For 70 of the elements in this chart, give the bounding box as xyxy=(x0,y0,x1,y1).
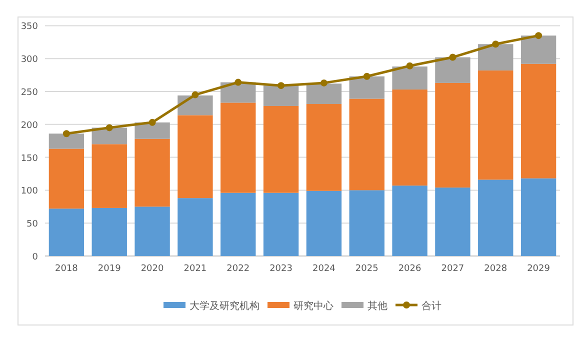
point xyxy=(492,40,500,48)
x-tick-label: 2019 xyxy=(98,264,122,274)
bar xyxy=(520,64,556,178)
bar xyxy=(48,134,84,149)
x-tick-label: 2027 xyxy=(441,264,464,274)
bar xyxy=(263,192,299,256)
point xyxy=(535,32,542,40)
legend-label: 大学及研究机构 xyxy=(190,300,260,312)
bar xyxy=(392,90,428,186)
bar xyxy=(220,102,256,193)
bar xyxy=(306,190,342,256)
bar xyxy=(178,198,213,256)
x-tick-label: 2028 xyxy=(484,264,508,274)
point xyxy=(278,82,285,90)
bar xyxy=(306,104,342,191)
point xyxy=(449,54,456,61)
y-tick-label: 350 xyxy=(20,22,38,32)
point xyxy=(406,62,414,70)
y-tick-label: 50 xyxy=(26,220,38,230)
bar xyxy=(178,95,213,116)
x-tick-label: 2022 xyxy=(226,264,250,274)
bar xyxy=(349,98,384,190)
point xyxy=(363,72,370,80)
bar xyxy=(178,115,213,198)
point xyxy=(320,79,328,86)
x-tick-label: 2029 xyxy=(527,264,550,274)
y-tick-label: 0 xyxy=(32,252,38,262)
y-tick-label: 200 xyxy=(20,120,38,131)
bar xyxy=(435,188,470,256)
point xyxy=(148,118,156,126)
bar xyxy=(134,138,170,207)
x-tick-label: 2018 xyxy=(55,264,78,274)
y-tick-label: 100 xyxy=(20,186,38,197)
bar xyxy=(478,180,514,256)
bar xyxy=(478,70,514,180)
bar xyxy=(92,208,127,256)
bar xyxy=(306,84,342,104)
y-tick-label: 150 xyxy=(20,154,38,164)
y-tick-label: 300 xyxy=(20,55,38,66)
bar xyxy=(349,190,384,256)
bar xyxy=(220,192,256,256)
bar xyxy=(48,208,84,256)
bar xyxy=(48,148,84,209)
bar xyxy=(435,57,470,83)
bar xyxy=(134,206,170,256)
bar xyxy=(263,86,299,106)
y-tick-label: 250 xyxy=(20,88,38,98)
bar xyxy=(392,186,428,256)
bar xyxy=(92,144,127,208)
x-tick-label: 2026 xyxy=(398,264,422,274)
legend-label: 其他 xyxy=(368,300,388,312)
bar xyxy=(520,178,556,256)
bar xyxy=(349,76,384,99)
x-tick-label: 2020 xyxy=(140,264,164,274)
bar xyxy=(392,66,428,90)
point xyxy=(62,130,70,138)
point xyxy=(234,78,242,86)
point xyxy=(106,124,113,132)
x-tick-label: 2025 xyxy=(355,264,378,274)
legend-label: 合计 xyxy=(422,300,442,312)
bar xyxy=(435,82,470,188)
x-tick-label: 2024 xyxy=(312,264,336,274)
bar xyxy=(478,44,514,70)
bar xyxy=(263,106,299,193)
x-tick-label: 2021 xyxy=(184,264,207,274)
bar xyxy=(520,36,556,64)
bar xyxy=(134,122,170,139)
legend-label: 研究中心 xyxy=(294,300,334,312)
point xyxy=(192,91,199,98)
x-tick-label: 2023 xyxy=(270,264,292,274)
